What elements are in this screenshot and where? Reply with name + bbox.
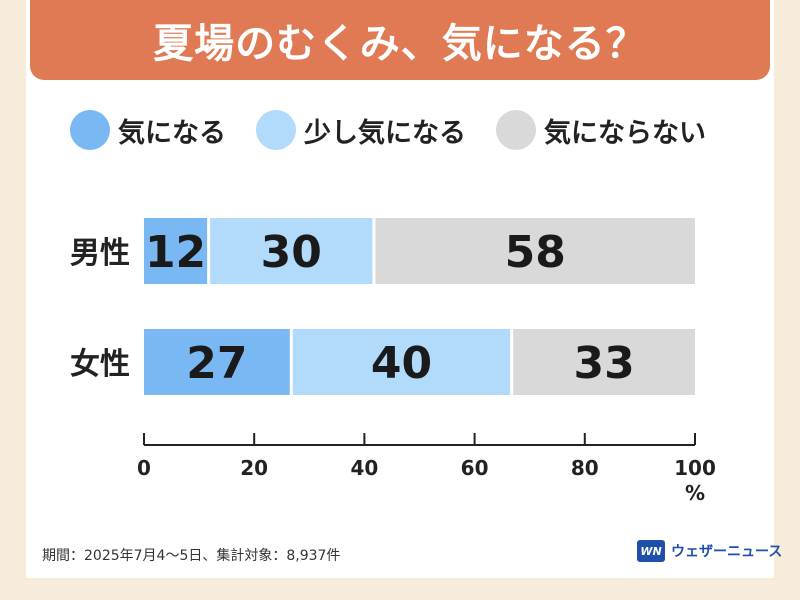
chart-card	[26, 0, 774, 578]
chart-title: 夏場のむくみ、気になる？	[153, 21, 647, 67]
data-label: 40	[371, 338, 432, 389]
legend-item-concerned: 気になる	[70, 110, 226, 150]
legend-label-concerned: 気になる	[118, 117, 226, 149]
x-tick-label: 20	[240, 456, 268, 480]
bar-segment	[210, 218, 373, 284]
data-label: 27	[186, 338, 247, 389]
data-label: 12	[145, 227, 206, 278]
bar-segment	[292, 329, 511, 395]
survey-footnote: 期間：2025年7月4～5日、集計対象：8,937件	[42, 548, 341, 564]
bar-segment	[513, 329, 695, 395]
data-label: 58	[505, 227, 566, 278]
bar-segment	[144, 329, 290, 395]
data-label: 33	[573, 338, 634, 389]
bar-segment	[375, 218, 695, 284]
legend-swatch-concerned	[70, 110, 110, 150]
title-banner: 夏場のむくみ、気になる？	[30, 0, 770, 80]
x-tick-label: 0	[137, 456, 151, 480]
legend-item-slightly-concerned: 少し気になる	[256, 110, 466, 150]
x-tick-label: 80	[571, 456, 599, 480]
logo-text: ウェザーニュース	[671, 544, 783, 560]
logo-mark: WN	[637, 540, 665, 562]
x-tick-label: 100	[674, 456, 716, 480]
x-axis-unit: %	[685, 481, 705, 505]
legend-label-not-concerned: 気にならない	[544, 117, 706, 149]
legend-label-slightly-concerned: 少し気になる	[304, 117, 466, 149]
x-tick-label: 60	[461, 456, 489, 480]
weathernews-logo: WN ウェザーニュース	[637, 540, 782, 562]
legend-item-not-concerned: 気にならない	[496, 110, 706, 150]
data-label: 30	[261, 227, 322, 278]
legend: 気になる 少し気になる 気にならない	[70, 110, 740, 150]
bar-segment	[144, 218, 208, 284]
legend-swatch-not-concerned	[496, 110, 536, 150]
legend-swatch-slightly-concerned	[256, 110, 296, 150]
category-label: 女性	[70, 347, 130, 382]
category-label: 男性	[70, 236, 130, 271]
x-tick-label: 40	[350, 456, 378, 480]
